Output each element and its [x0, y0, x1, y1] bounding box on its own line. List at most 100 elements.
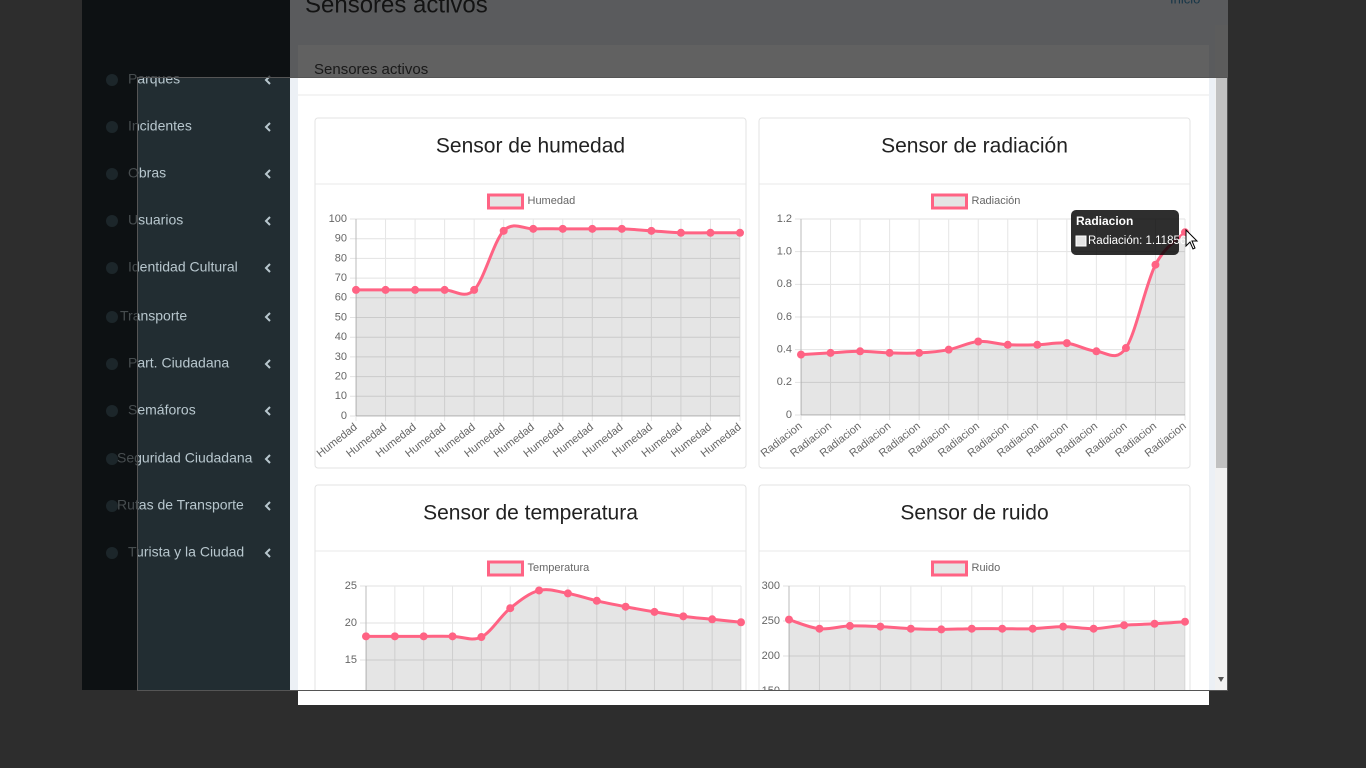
point [499, 226, 508, 235]
y-tick-label: 1.2 [777, 213, 792, 225]
menu-item[interactable]: Rutas de Transporte [117, 497, 244, 513]
dim-overlay [82, 78, 137, 690]
area-fill [356, 225, 740, 416]
menu-chevron [264, 312, 271, 322]
y-tick-label: 15 [345, 654, 357, 666]
tooltip-swatch [1075, 235, 1087, 247]
area-fill [366, 589, 741, 690]
chart-title: Sensor de humedad [436, 135, 625, 158]
tooltip-title: Radiacion [1076, 214, 1133, 228]
y-tick-label: 20 [335, 371, 347, 383]
point [563, 589, 572, 598]
scroll-arrow[interactable] [1218, 677, 1224, 682]
point [906, 624, 915, 633]
menu-chevron [264, 406, 271, 416]
point [1181, 617, 1189, 626]
menu-item[interactable]: Part. Ciudadana [128, 355, 229, 371]
dim-overlay [82, 0, 1228, 78]
menu-chevron [264, 169, 271, 179]
zoom-frame [137, 77, 1228, 691]
area-fill [801, 232, 1185, 415]
menu-item[interactable]: Turista y la Ciudad [128, 544, 244, 560]
point [535, 586, 544, 595]
point [448, 632, 457, 641]
menu-chevron [264, 501, 271, 511]
point [440, 285, 449, 294]
y-tick-label: 100 [329, 213, 347, 225]
point [937, 625, 946, 634]
menu-item[interactable]: Seguridad Ciudadana [117, 450, 253, 466]
point [826, 348, 835, 357]
point [617, 224, 626, 233]
point [362, 632, 370, 641]
point [477, 633, 486, 642]
y-tick-label: 90 [335, 233, 347, 245]
point [1033, 340, 1042, 349]
point [885, 348, 894, 357]
point [411, 285, 420, 294]
tooltip-text: Radiación: 1.11856 [1088, 235, 1186, 247]
y-tick-label: 60 [335, 292, 347, 304]
point [1120, 621, 1129, 630]
card [758, 484, 1191, 690]
menu-chevron [264, 548, 271, 558]
chart-title: Sensor de radiación [881, 135, 1068, 158]
chart-title: Sensor de ruido [900, 502, 1048, 525]
menu-item[interactable]: Semáforos [128, 402, 196, 418]
y-tick-label: 0.8 [777, 278, 792, 290]
y-tick-label: 200 [762, 650, 780, 662]
point [1003, 340, 1012, 349]
point [470, 285, 479, 294]
legend-label: Humedad [528, 195, 576, 207]
point [1059, 622, 1068, 631]
point [1028, 624, 1037, 633]
point [1150, 619, 1159, 628]
point [647, 226, 656, 235]
tooltip [1071, 210, 1179, 255]
menu-item[interactable]: Incidentes [128, 118, 192, 134]
point [706, 228, 715, 237]
y-tick-label: 10 [335, 390, 347, 402]
point [1092, 347, 1101, 356]
point [592, 596, 601, 605]
y-tick-label: 80 [335, 252, 347, 264]
y-tick-label: 40 [335, 331, 347, 343]
y-tick-label: 0.2 [777, 376, 792, 388]
menu-chevron [264, 263, 271, 273]
point [529, 224, 538, 233]
cursor [1185, 228, 1199, 250]
legend-swatch [931, 193, 968, 210]
y-tick-label: 20 [345, 617, 357, 629]
y-tick-label: 25 [345, 580, 357, 592]
point [650, 607, 659, 616]
y-tick-label: 0.4 [777, 344, 792, 356]
menu-chevron [264, 122, 271, 132]
menu-item[interactable]: Identidad Cultural [128, 259, 238, 275]
point [352, 285, 360, 294]
point [381, 285, 390, 294]
y-tick-label: 0 [786, 409, 792, 421]
point [815, 624, 824, 633]
charts: Sensor de humedad Humedad 0 10 20 30 40 50 60 70 8… [314, 117, 1191, 690]
y-tick-label: 250 [762, 615, 780, 627]
point [506, 604, 515, 613]
scrollbar-thumb[interactable] [1216, 78, 1227, 468]
chart-title: Sensor de temperatura [423, 502, 638, 525]
point [621, 602, 630, 611]
menu-item[interactable]: Usuarios [128, 212, 183, 228]
point [679, 612, 688, 621]
point [856, 347, 865, 356]
point [1089, 624, 1098, 633]
point [676, 228, 685, 237]
legend-label: Temperatura [528, 562, 591, 574]
menu-chevron [264, 359, 271, 369]
y-tick-label: 0 [341, 410, 347, 422]
legend-swatch [487, 193, 524, 210]
point [737, 618, 745, 627]
menu-chevron [264, 216, 271, 226]
point [785, 615, 793, 624]
legend-swatch [931, 560, 968, 577]
point [588, 224, 597, 233]
point [915, 348, 924, 357]
